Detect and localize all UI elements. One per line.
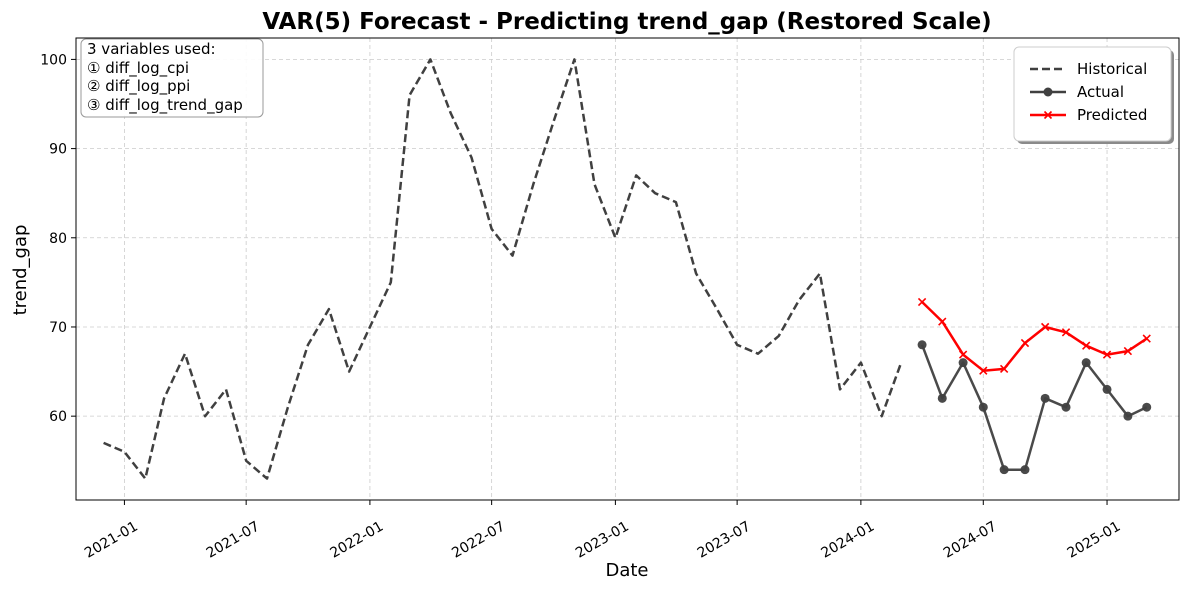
actual-point (1020, 465, 1030, 475)
actual-point (1061, 402, 1071, 412)
predicted-point (1082, 341, 1091, 350)
predicted-point (1020, 338, 1030, 348)
legend: Historical Actual Predicted (1013, 46, 1174, 144)
variables-note-line: ① diff_log_cpi (87, 59, 189, 78)
y-tick-label: 70 (49, 320, 67, 336)
predicted-point (1040, 322, 1050, 332)
actual-point (1081, 358, 1091, 368)
actual-point (1123, 411, 1133, 421)
predicted-point (1142, 334, 1151, 343)
predicted-point (958, 350, 968, 359)
x-tick-label: 2021-07 (204, 519, 263, 562)
predicted-point (999, 364, 1009, 374)
x-tick-label: 2021-01 (82, 519, 141, 562)
actual-point (1142, 402, 1152, 412)
y-axis-title: trend_gap (10, 225, 31, 316)
actual-line (920, 344, 1148, 471)
x-tick-label: 2025-01 (1065, 519, 1124, 562)
legend-box (1013, 46, 1172, 142)
y-tick-label: 60 (49, 409, 67, 425)
x-tick-label: 2023-01 (573, 519, 632, 562)
variables-note-line: ② diff_log_ppi (87, 77, 190, 96)
predicted-point (1102, 350, 1112, 359)
legend-historical-label: Historical (1077, 60, 1147, 78)
y-tick-label: 80 (49, 231, 67, 247)
predicted-point (917, 297, 927, 307)
legend-actual-label: Actual (1077, 83, 1124, 101)
actual-point (1040, 393, 1050, 403)
predicted-point (979, 366, 988, 375)
predicted-point (938, 317, 947, 326)
variables-note-line: ③ diff_log_trend_gap (87, 96, 243, 115)
actual-point (937, 393, 947, 403)
actual-point (978, 402, 988, 412)
chart-title: VAR(5) Forecast - Predicting trend_gap (… (262, 9, 991, 35)
actual-point (958, 358, 968, 368)
x-tick-label: 2022-01 (328, 519, 387, 562)
plot-frame (75, 37, 1180, 501)
actual-point (999, 465, 1009, 475)
y-axis: 60 70 80 90 100 (40, 52, 76, 425)
x-axis-title: Date (605, 560, 648, 581)
x-tick-label: 2022-07 (449, 519, 508, 562)
actual-point (1102, 384, 1112, 394)
legend-predicted-label: Predicted (1077, 106, 1147, 124)
historical-line (103, 58, 903, 480)
x-tick-label: 2024-07 (941, 519, 1000, 562)
actual-point (917, 340, 927, 350)
series-layer (103, 58, 1152, 480)
variables-note-line: 3 variables used: (87, 40, 216, 58)
legend-predicted-marker (1043, 110, 1053, 120)
x-tick-label: 2023-07 (695, 519, 754, 562)
x-tick-label: 2024-01 (819, 519, 878, 562)
y-tick-label: 90 (49, 142, 67, 158)
variables-note: 3 variables used: ① diff_log_cpi ② diff_… (80, 38, 264, 118)
y-tick-label: 100 (40, 52, 67, 68)
predicted-point (1123, 346, 1133, 356)
x-axis: 2021-01 2021-07 2022-01 2022-07 2023-01 2023-… (82, 500, 1123, 562)
predicted-line (921, 301, 1148, 372)
legend-actual-marker (1043, 87, 1053, 97)
variables-note-box (80, 38, 264, 118)
predicted-point (1061, 328, 1071, 337)
